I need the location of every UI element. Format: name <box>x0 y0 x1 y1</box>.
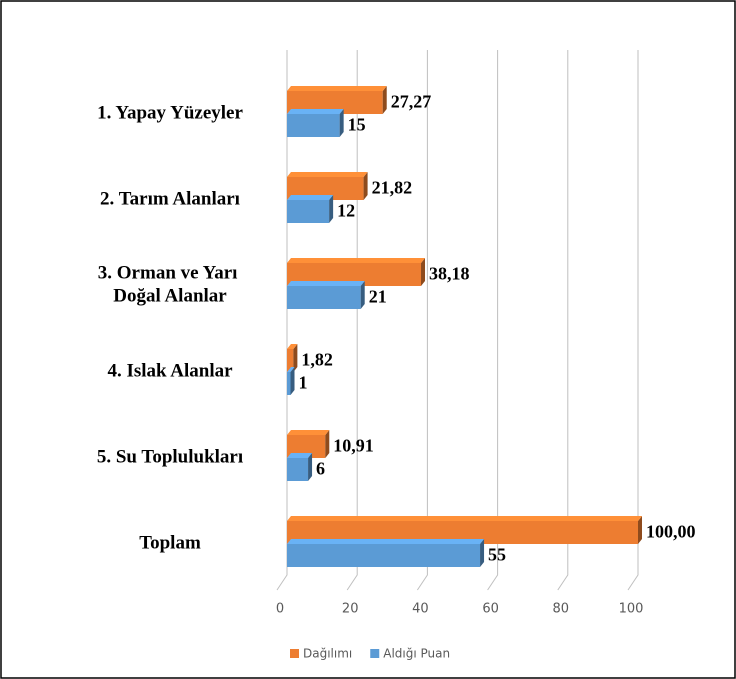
category-line: 3. Orman ve Yarı <box>98 263 242 284</box>
bar <box>287 263 422 286</box>
x-tick-label: 0 <box>276 602 284 617</box>
bar-top <box>287 344 298 349</box>
x-tick-label: 20 <box>342 602 359 617</box>
value-label: 1 <box>299 373 308 393</box>
bar-side <box>360 281 365 309</box>
bar <box>287 91 383 114</box>
bar-side <box>308 453 313 481</box>
bar-side <box>290 367 295 395</box>
bar-top <box>287 453 313 458</box>
legend-label: Dağılımı <box>303 647 352 661</box>
x-tick-label: 80 <box>553 602 570 617</box>
value-label: 15 <box>348 115 366 135</box>
bar <box>287 200 330 223</box>
grid-line <box>416 50 428 591</box>
category-label: 3. Orman ve Yarı Doğal Alanlar <box>98 263 242 307</box>
value-label: 100,00 <box>646 522 696 542</box>
legend-swatch <box>290 649 299 658</box>
bar-side <box>329 195 334 223</box>
value-label: 10,91 <box>333 436 374 456</box>
category-label: 1. Yapay Yüzeyler <box>97 102 243 123</box>
bar-side <box>480 539 485 567</box>
bar-top <box>287 430 330 435</box>
value-label: 38,18 <box>429 264 470 284</box>
bar <box>287 286 361 309</box>
category-line: Doğal Alanlar <box>113 286 227 307</box>
value-label: 21,82 <box>372 178 413 198</box>
category-label: 4. Islak Alanlar <box>107 360 233 381</box>
bar-side <box>325 430 330 458</box>
value-label: 55 <box>488 545 506 565</box>
bar-side <box>339 109 344 137</box>
bar-top <box>287 539 485 544</box>
bar-top <box>287 281 365 286</box>
bar-top <box>287 86 387 91</box>
bar-side <box>638 516 642 544</box>
bar-top <box>287 172 368 177</box>
grid-line <box>627 50 639 591</box>
bar-top <box>287 258 426 263</box>
x-tick-label: 100 <box>619 602 644 617</box>
bar-top <box>287 195 334 200</box>
bar-side <box>293 344 298 372</box>
value-label: 6 <box>316 459 325 479</box>
bar-side <box>363 172 368 200</box>
legend-swatch <box>370 649 380 658</box>
value-label: 21 <box>369 287 387 307</box>
category-label: 2. Tarım Alanları <box>100 188 240 209</box>
x-tick-label: 60 <box>482 602 499 617</box>
bar-top <box>287 516 642 521</box>
value-label: 27,27 <box>391 92 432 112</box>
bar <box>287 349 294 372</box>
bar <box>287 435 326 458</box>
value-label: 1,82 <box>301 350 333 370</box>
bar <box>287 521 638 544</box>
legend-label: Aldığı Puan <box>383 647 450 661</box>
bar <box>287 114 340 137</box>
bar <box>287 458 309 481</box>
bar-side <box>382 86 387 114</box>
grid-line <box>346 50 358 591</box>
bar <box>287 372 291 395</box>
bar-top <box>287 109 344 114</box>
grid-line <box>557 50 569 591</box>
grid-line <box>487 50 499 591</box>
category-label: 5. Su Toplulukları <box>97 446 243 467</box>
bar-top <box>287 367 295 372</box>
grid-line <box>276 50 288 591</box>
value-label: 12 <box>337 201 355 221</box>
bar-side <box>421 258 426 286</box>
category-label: Toplam <box>139 532 201 553</box>
bar <box>287 544 481 567</box>
bar <box>287 177 364 200</box>
x-tick-label: 40 <box>412 602 429 617</box>
